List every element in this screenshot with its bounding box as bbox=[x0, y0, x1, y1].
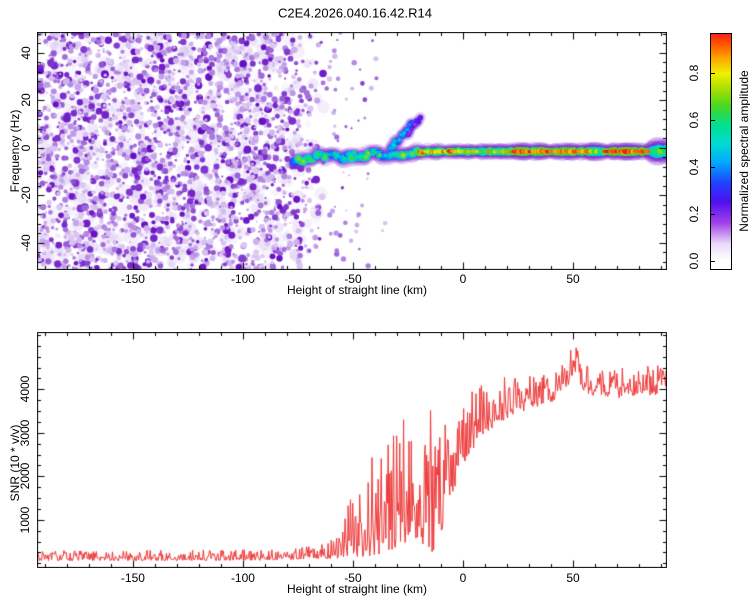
colorbar bbox=[710, 33, 732, 270]
spectrogram-x-tick-label: -100 bbox=[230, 272, 255, 286]
spectrogram-y-tick-label: -20 bbox=[19, 186, 33, 205]
snr-y-tick-label: 1000 bbox=[18, 506, 32, 534]
snr-x-tick-label: -150 bbox=[120, 571, 145, 585]
snr-y-tick-label: 3000 bbox=[18, 419, 32, 447]
spectrogram-plot bbox=[37, 32, 667, 270]
colorbar-tick bbox=[711, 214, 715, 215]
snr-y-tick-label: 2000 bbox=[18, 462, 32, 490]
spectrogram-x-tick-label: -50 bbox=[344, 272, 362, 286]
snr-x-tick-label: -100 bbox=[230, 571, 255, 585]
snr-x-axis-label: Height of straight line (km) bbox=[286, 582, 428, 596]
snr-x-tick-label: -50 bbox=[344, 571, 362, 585]
colorbar-tick bbox=[711, 261, 715, 262]
colorbar-tick-label: 0.4 bbox=[687, 158, 701, 176]
spectrogram-y-tick-label: 40 bbox=[19, 46, 33, 60]
colorbar-tick-label: 0.6 bbox=[687, 111, 701, 129]
spectrogram-x-tick-label: 0 bbox=[459, 272, 467, 286]
colorbar-tick-label: 0.2 bbox=[687, 205, 701, 223]
figure-title: C2E4.2026.040.16.42.R14 bbox=[278, 5, 432, 21]
spectrogram-x-tick-label: 50 bbox=[566, 272, 580, 286]
colorbar-tick-label: 0.0 bbox=[687, 252, 701, 270]
snr-plot bbox=[37, 332, 667, 568]
snr-y-tick-label: 4000 bbox=[18, 375, 32, 403]
snr-x-tick-label: 0 bbox=[459, 571, 467, 585]
colorbar-tick-label: 0.8 bbox=[687, 64, 701, 82]
snr-x-tick-label: 50 bbox=[566, 571, 580, 585]
colorbar-tick bbox=[711, 167, 715, 168]
spectrogram-x-axis-label: Height of straight line (km) bbox=[286, 283, 428, 297]
colorbar-label: Normalized spectral amplitude bbox=[737, 70, 750, 232]
spectrogram-y-tick-label: -40 bbox=[19, 234, 33, 252]
colorbar-tick bbox=[711, 120, 715, 121]
spectrogram-x-tick-label: -150 bbox=[120, 272, 145, 286]
colorbar-tick bbox=[711, 73, 715, 74]
spectrogram-y-tick-label: 0 bbox=[19, 144, 33, 152]
spectrogram-y-tick-label: 20 bbox=[19, 93, 33, 108]
